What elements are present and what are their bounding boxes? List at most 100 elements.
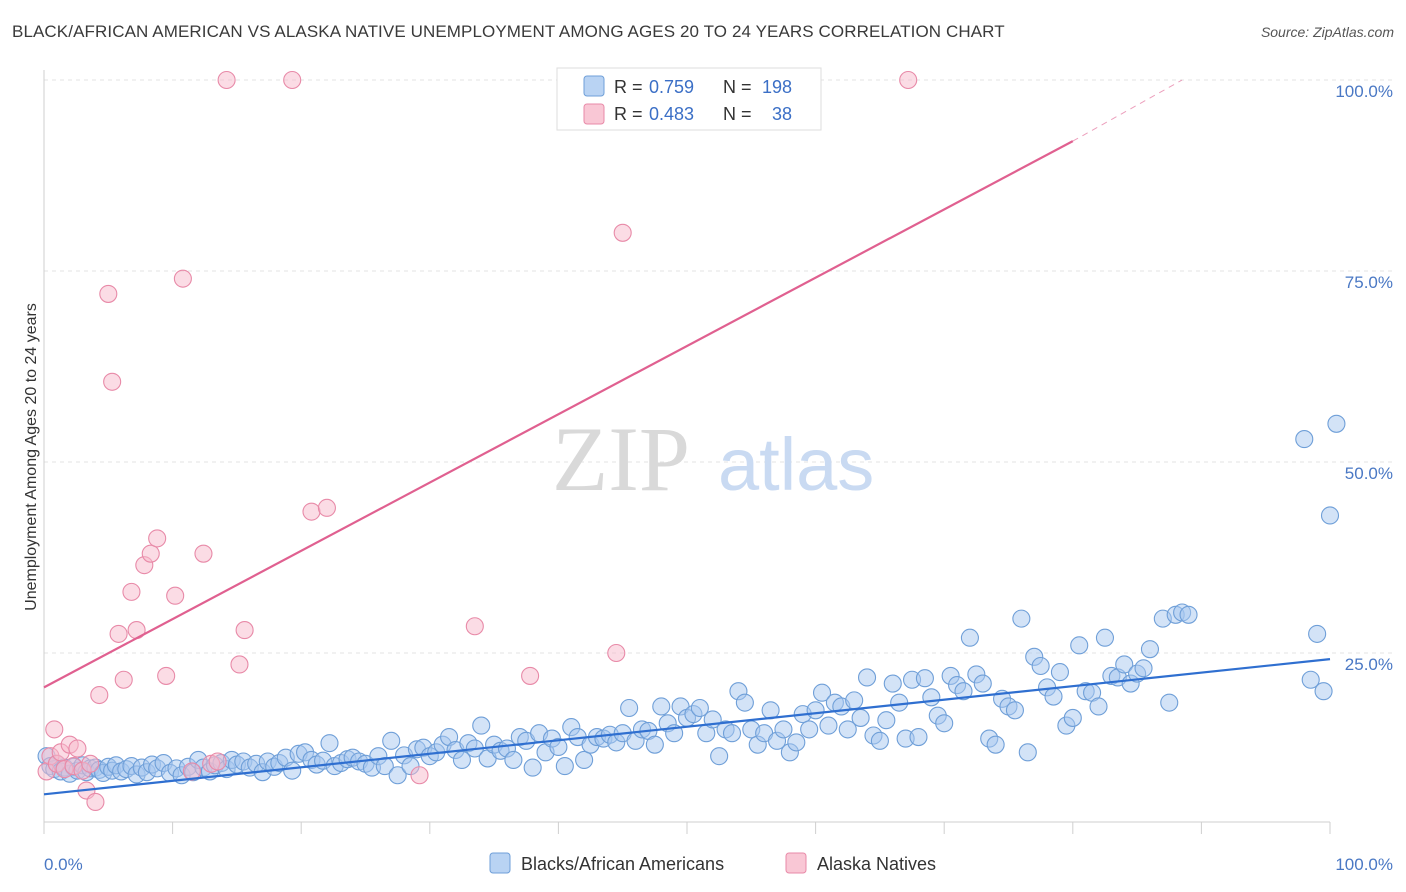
legend-r-label-pink: R = xyxy=(614,104,643,124)
legend-r-value-pink: 0.483 xyxy=(649,104,694,124)
alaska-point-36 xyxy=(410,766,429,785)
alaska-point-25 xyxy=(173,269,192,288)
trend-line-alaska xyxy=(43,140,1074,689)
alaska-point-11 xyxy=(81,754,100,773)
series-legend-swatch-pink xyxy=(785,852,807,874)
alaska-point-13 xyxy=(90,685,109,705)
blacks-point-146 xyxy=(909,727,928,747)
alaska-point-29 xyxy=(208,752,227,771)
blacks-point-170 xyxy=(1063,708,1082,727)
blacks-point-101 xyxy=(620,698,639,718)
blacks-point-136 xyxy=(845,691,864,710)
alaska-point-12 xyxy=(86,792,105,812)
alaska-point-26 xyxy=(182,762,201,781)
series-blacks-points xyxy=(37,414,1346,785)
alaska-point-22 xyxy=(148,529,167,548)
blacks-point-130 xyxy=(806,701,825,720)
alaska-point-41 xyxy=(899,70,918,90)
alaska-point-35 xyxy=(317,498,336,517)
alaska-point-2 xyxy=(45,720,64,739)
blacks-point-132 xyxy=(819,716,838,735)
blacks-point-90 xyxy=(549,737,568,757)
legend-n-value-blue: 198 xyxy=(762,77,792,97)
alaska-point-21 xyxy=(141,544,160,563)
alaska-point-15 xyxy=(103,372,122,391)
blacks-point-94 xyxy=(575,750,594,770)
blacks-point-171 xyxy=(1070,636,1089,655)
legend-r-label-blue: R = xyxy=(614,77,643,97)
blacks-point-150 xyxy=(935,714,954,733)
blacks-point-125 xyxy=(774,720,793,739)
stats-legend: R = 0.759 N = 198 R = 0.483 N = 38 xyxy=(556,67,822,131)
blacks-point-105 xyxy=(645,735,664,754)
blacks-point-115 xyxy=(710,747,729,766)
blacks-point-193 xyxy=(1327,414,1346,433)
legend-swatch-pink xyxy=(583,103,605,125)
alaska-point-16 xyxy=(109,624,128,643)
alaska-point-17 xyxy=(114,670,133,689)
trend-line-blacks xyxy=(43,658,1331,796)
blacks-point-140 xyxy=(870,731,889,750)
alaska-point-39 xyxy=(607,643,626,663)
blacks-point-141 xyxy=(877,711,896,730)
blacks-point-117 xyxy=(722,724,742,743)
blacks-point-161 xyxy=(1005,701,1024,720)
blacks-point-156 xyxy=(973,674,992,693)
blacks-point-119 xyxy=(735,693,754,712)
blacks-point-83 xyxy=(504,750,523,770)
y-tick-labels: 25.0% 50.0% 75.0% 100.0% xyxy=(1335,82,1393,674)
watermark-zip: ZIP xyxy=(552,408,690,510)
blacks-point-167 xyxy=(1044,687,1063,706)
blacks-point-189 xyxy=(1301,670,1320,689)
blacks-point-148 xyxy=(922,688,941,707)
alaska-point-40 xyxy=(613,223,632,242)
blacks-point-153 xyxy=(954,682,973,701)
blacks-point-175 xyxy=(1095,628,1114,647)
blacks-point-138 xyxy=(857,668,877,687)
blacks-point-48 xyxy=(283,761,302,780)
blacks-point-188 xyxy=(1295,430,1314,449)
blacks-point-162 xyxy=(1012,609,1031,628)
y-axis-label: Unemployment Among Ages 20 to 24 years xyxy=(23,303,40,611)
alaska-point-37 xyxy=(465,617,484,636)
blacks-point-154 xyxy=(960,628,979,647)
alaska-point-38 xyxy=(521,666,540,685)
legend-r-value-blue: 0.759 xyxy=(649,77,694,97)
blacks-point-135 xyxy=(838,720,857,739)
trend-line-alaska-extension xyxy=(1072,79,1183,142)
blacks-point-129 xyxy=(800,720,819,739)
legend-n-label-blue: N = xyxy=(723,77,752,97)
x-tick-marks xyxy=(43,822,1331,834)
blacks-point-192 xyxy=(1320,506,1340,525)
blacks-point-190 xyxy=(1308,624,1327,643)
y-tick-label-1: 50.0% xyxy=(1345,464,1393,483)
blacks-point-127 xyxy=(787,733,806,752)
alaska-point-34 xyxy=(302,502,321,521)
blacks-point-158 xyxy=(986,735,1005,754)
x-tick-label-max: 100.0% xyxy=(1335,855,1393,874)
alaska-point-14 xyxy=(99,284,118,303)
alaska-point-24 xyxy=(166,586,185,605)
blacks-point-182 xyxy=(1140,640,1160,659)
alaska-point-32 xyxy=(235,621,254,640)
blacks-point-178 xyxy=(1115,655,1134,674)
series-legend-label-pink: Alaska Natives xyxy=(817,854,936,874)
blacks-point-137 xyxy=(851,708,870,727)
blacks-point-168 xyxy=(1050,663,1069,682)
series-legend-swatch-blue xyxy=(489,852,511,874)
alaska-point-18 xyxy=(122,582,141,601)
alaska-point-23 xyxy=(157,666,176,685)
blacks-point-106 xyxy=(652,697,671,716)
y-tick-label-3: 100.0% xyxy=(1335,82,1393,101)
legend-n-label-pink: N = xyxy=(723,104,752,124)
blacks-point-181 xyxy=(1134,659,1153,678)
blacks-point-142 xyxy=(883,674,902,693)
blacks-point-143 xyxy=(890,693,909,712)
blacks-point-78 xyxy=(472,716,491,735)
series-alaska-points xyxy=(37,70,918,812)
series-legend-label-blue: Blacks/African Americans xyxy=(521,854,724,874)
blacks-point-112 xyxy=(690,698,709,718)
watermark: ZIP atlas xyxy=(552,408,874,510)
trend-lines xyxy=(43,79,1331,796)
